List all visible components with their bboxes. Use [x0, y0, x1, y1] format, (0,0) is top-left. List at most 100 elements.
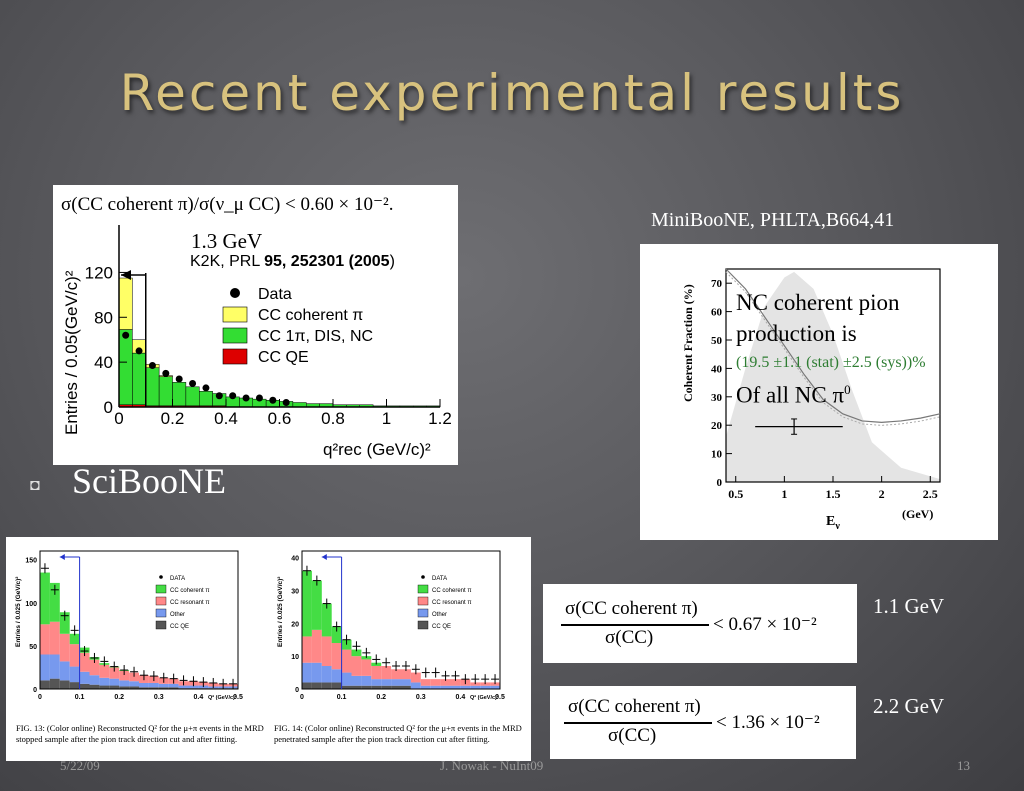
k2k-x-tick-label-1: 0.2	[161, 409, 185, 428]
fig14-y-tick-label-2: 20	[291, 621, 299, 628]
miniboone-text-line3-main: Of all NC π	[736, 382, 845, 408]
miniboone-plot: Coherent Fraction (%) Eν (GeV) 0.5 1 1.5 2 2…	[681, 268, 941, 532]
fig13-x-tick-label-0: 0	[38, 694, 42, 701]
fig14-bar-1-10	[401, 679, 411, 686]
k2k-x-tick-label-0: 0	[114, 409, 123, 428]
fig13-bar-1-6	[99, 677, 110, 686]
miniboone-x-label-sub: ν	[834, 521, 840, 532]
fig14-cut-arrow-head	[321, 554, 327, 560]
k2k-reference: K2K, PRL 95, 252301 (2005)	[190, 253, 395, 271]
fig13-bar-1-3	[69, 666, 80, 683]
fig14-bar-2-5	[351, 656, 362, 676]
fig14-bar-0-4	[341, 685, 352, 689]
miniboone-x-tick-label-3: 2	[879, 487, 885, 501]
fig14-bar-1-5	[351, 675, 362, 686]
miniboone-y-tick-label-3: 30	[711, 392, 723, 404]
fig14-x-tick-label-1: 0.1	[337, 694, 347, 701]
fig13-bar-1-13	[168, 683, 179, 688]
k2k-x-tick-label-6: 1.2	[428, 409, 452, 428]
k2k-x-tick-label-2: 0.4	[214, 409, 238, 428]
limit1-numerator: σ(CC coherent π)	[565, 598, 698, 619]
fig13-bar-1-11	[148, 682, 159, 688]
limit-box-2: σ(CC coherent π) σ(CC) < 1.36 × 10⁻²	[550, 686, 856, 759]
k2k-x-tick-label-4: 0.8	[321, 409, 345, 428]
miniboone-text-line3-sup: 0	[844, 382, 851, 397]
fig13-bar-1-2	[59, 661, 70, 681]
fig14-bar-2-3	[331, 643, 342, 670]
k2k-y-tick-label-1: 40	[94, 353, 113, 372]
k2k-bar-1-0	[118, 329, 133, 406]
fig14-bar-1-8	[381, 679, 392, 686]
fig13-caption: FIG. 13: (Color online) Reconstructed Q²…	[16, 723, 264, 744]
fig14-bar-1-9	[391, 679, 401, 686]
fig14-x-tick-label-2: 0.2	[376, 694, 386, 701]
k2k-x-tick-label-5: 1	[382, 409, 391, 428]
k2k-data-point-9	[242, 394, 250, 402]
sciboone-figure: 0 0.1 0.2 0.3 0.4 0.5 0 50 100 150 Entries / 0.025…	[6, 537, 531, 761]
k2k-legend-cc1pi-swatch	[222, 327, 248, 344]
fig14-bar-2-12	[420, 679, 431, 686]
fig14-bar-2-15	[450, 679, 461, 686]
fig13-bar-1-15	[188, 685, 199, 689]
fig13-bar-1-0	[40, 654, 50, 681]
fig13-x-tick-label-2: 0.2	[114, 694, 124, 701]
fig13-bar-2-7	[109, 667, 120, 679]
fig13-y-tick-label-1: 50	[29, 644, 37, 651]
fig13-bar-3-3	[69, 633, 80, 645]
fig13-bar-3-1	[49, 582, 60, 622]
fig13-bar-1-9	[129, 681, 139, 687]
miniboone-x-unit: (GeV)	[902, 507, 933, 521]
k2k-histogram: Entries / 0.05(GeV/c)² q²rec (GeV/c)² Da…	[62, 225, 452, 459]
fig13-bar-1-8	[119, 680, 130, 687]
fig14-bar-2-11	[410, 672, 421, 683]
fig14-y-tick-label-0: 0	[295, 687, 299, 694]
k2k-data-point-1	[135, 347, 143, 355]
bullet-icon: ◘	[30, 477, 40, 494]
k2k-legend-cc1pi: CC 1π, DIS, NC	[258, 328, 373, 345]
fig14-bar-1-11	[410, 682, 421, 689]
fig14-bar-2-6	[361, 659, 372, 676]
fig13-bar-0-10	[139, 687, 149, 689]
fig13-legend-label-2: CC resonant π	[170, 600, 210, 606]
k2k-legend-coherent-swatch	[222, 306, 248, 323]
fig13-y-tick-label-3: 150	[25, 558, 37, 565]
fig14-legend-swatch-2	[417, 596, 429, 606]
fig13-y-axis-label: Entries / 0.025 (GeV/c)²	[15, 576, 22, 647]
fig13-legend-swatch-2	[155, 596, 167, 606]
fig14-bar-0-6	[361, 685, 372, 689]
k2k-data-point-12	[282, 399, 290, 407]
fig14-bar-1-14	[440, 685, 451, 689]
miniboone-x-label-e: E	[826, 514, 835, 529]
k2k-bar-1-4	[172, 382, 187, 407]
fig14-bar-1-7	[371, 679, 382, 686]
fig14-bar-0-7	[371, 685, 382, 689]
fig14-bar-2-8	[381, 666, 392, 680]
fig14-bar-1-1	[311, 662, 322, 683]
fig13-bar-0-11	[148, 687, 159, 689]
fig13-bar-0-3	[69, 682, 80, 689]
k2k-y-tick-label-3: 120	[85, 263, 113, 282]
miniboone-x-tick-label-1: 1	[781, 487, 787, 501]
fig14-bar-2-0	[302, 636, 312, 663]
fig13-legend-swatch-4	[155, 620, 167, 630]
fig13-bar-0-8	[119, 686, 130, 689]
limit2-numerator: σ(CC coherent π)	[568, 696, 701, 717]
fig13-bar-0-13	[168, 687, 179, 689]
fig14-legend-marker-0	[421, 575, 425, 579]
fig13-x-tick-label-3: 0.3	[154, 694, 164, 701]
fig14-bar-1-17	[470, 685, 481, 689]
k2k-data-point-4	[175, 375, 183, 383]
k2k-data-point-11	[269, 396, 277, 404]
k2k-figure: σ(CC coherent π)/σ(ν_μ CC) < 0.60 × 10⁻²…	[53, 185, 458, 465]
k2k-y-axis-label: Entries / 0.05(GeV/c)²	[62, 270, 81, 435]
fig14-bar-3-2	[321, 603, 332, 637]
fig14-x-tick-label-3: 0.3	[416, 694, 426, 701]
fig14-caption: FIG. 14: (Color online) Reconstructed Q²…	[274, 723, 522, 744]
k2k-data-point-6	[202, 384, 210, 392]
k2k-bar-1-1	[132, 352, 146, 406]
k2k-data-point-8	[229, 392, 237, 400]
fig13-legend-label-1: CC coherent π	[170, 588, 210, 594]
limit2-rhs: < 1.36 × 10⁻²	[716, 712, 820, 733]
fig14-y-tick-label-3: 30	[291, 588, 299, 595]
miniboone-result: (19.5 ±1.1 (stat) ±2.5 (sys))%	[736, 354, 926, 371]
